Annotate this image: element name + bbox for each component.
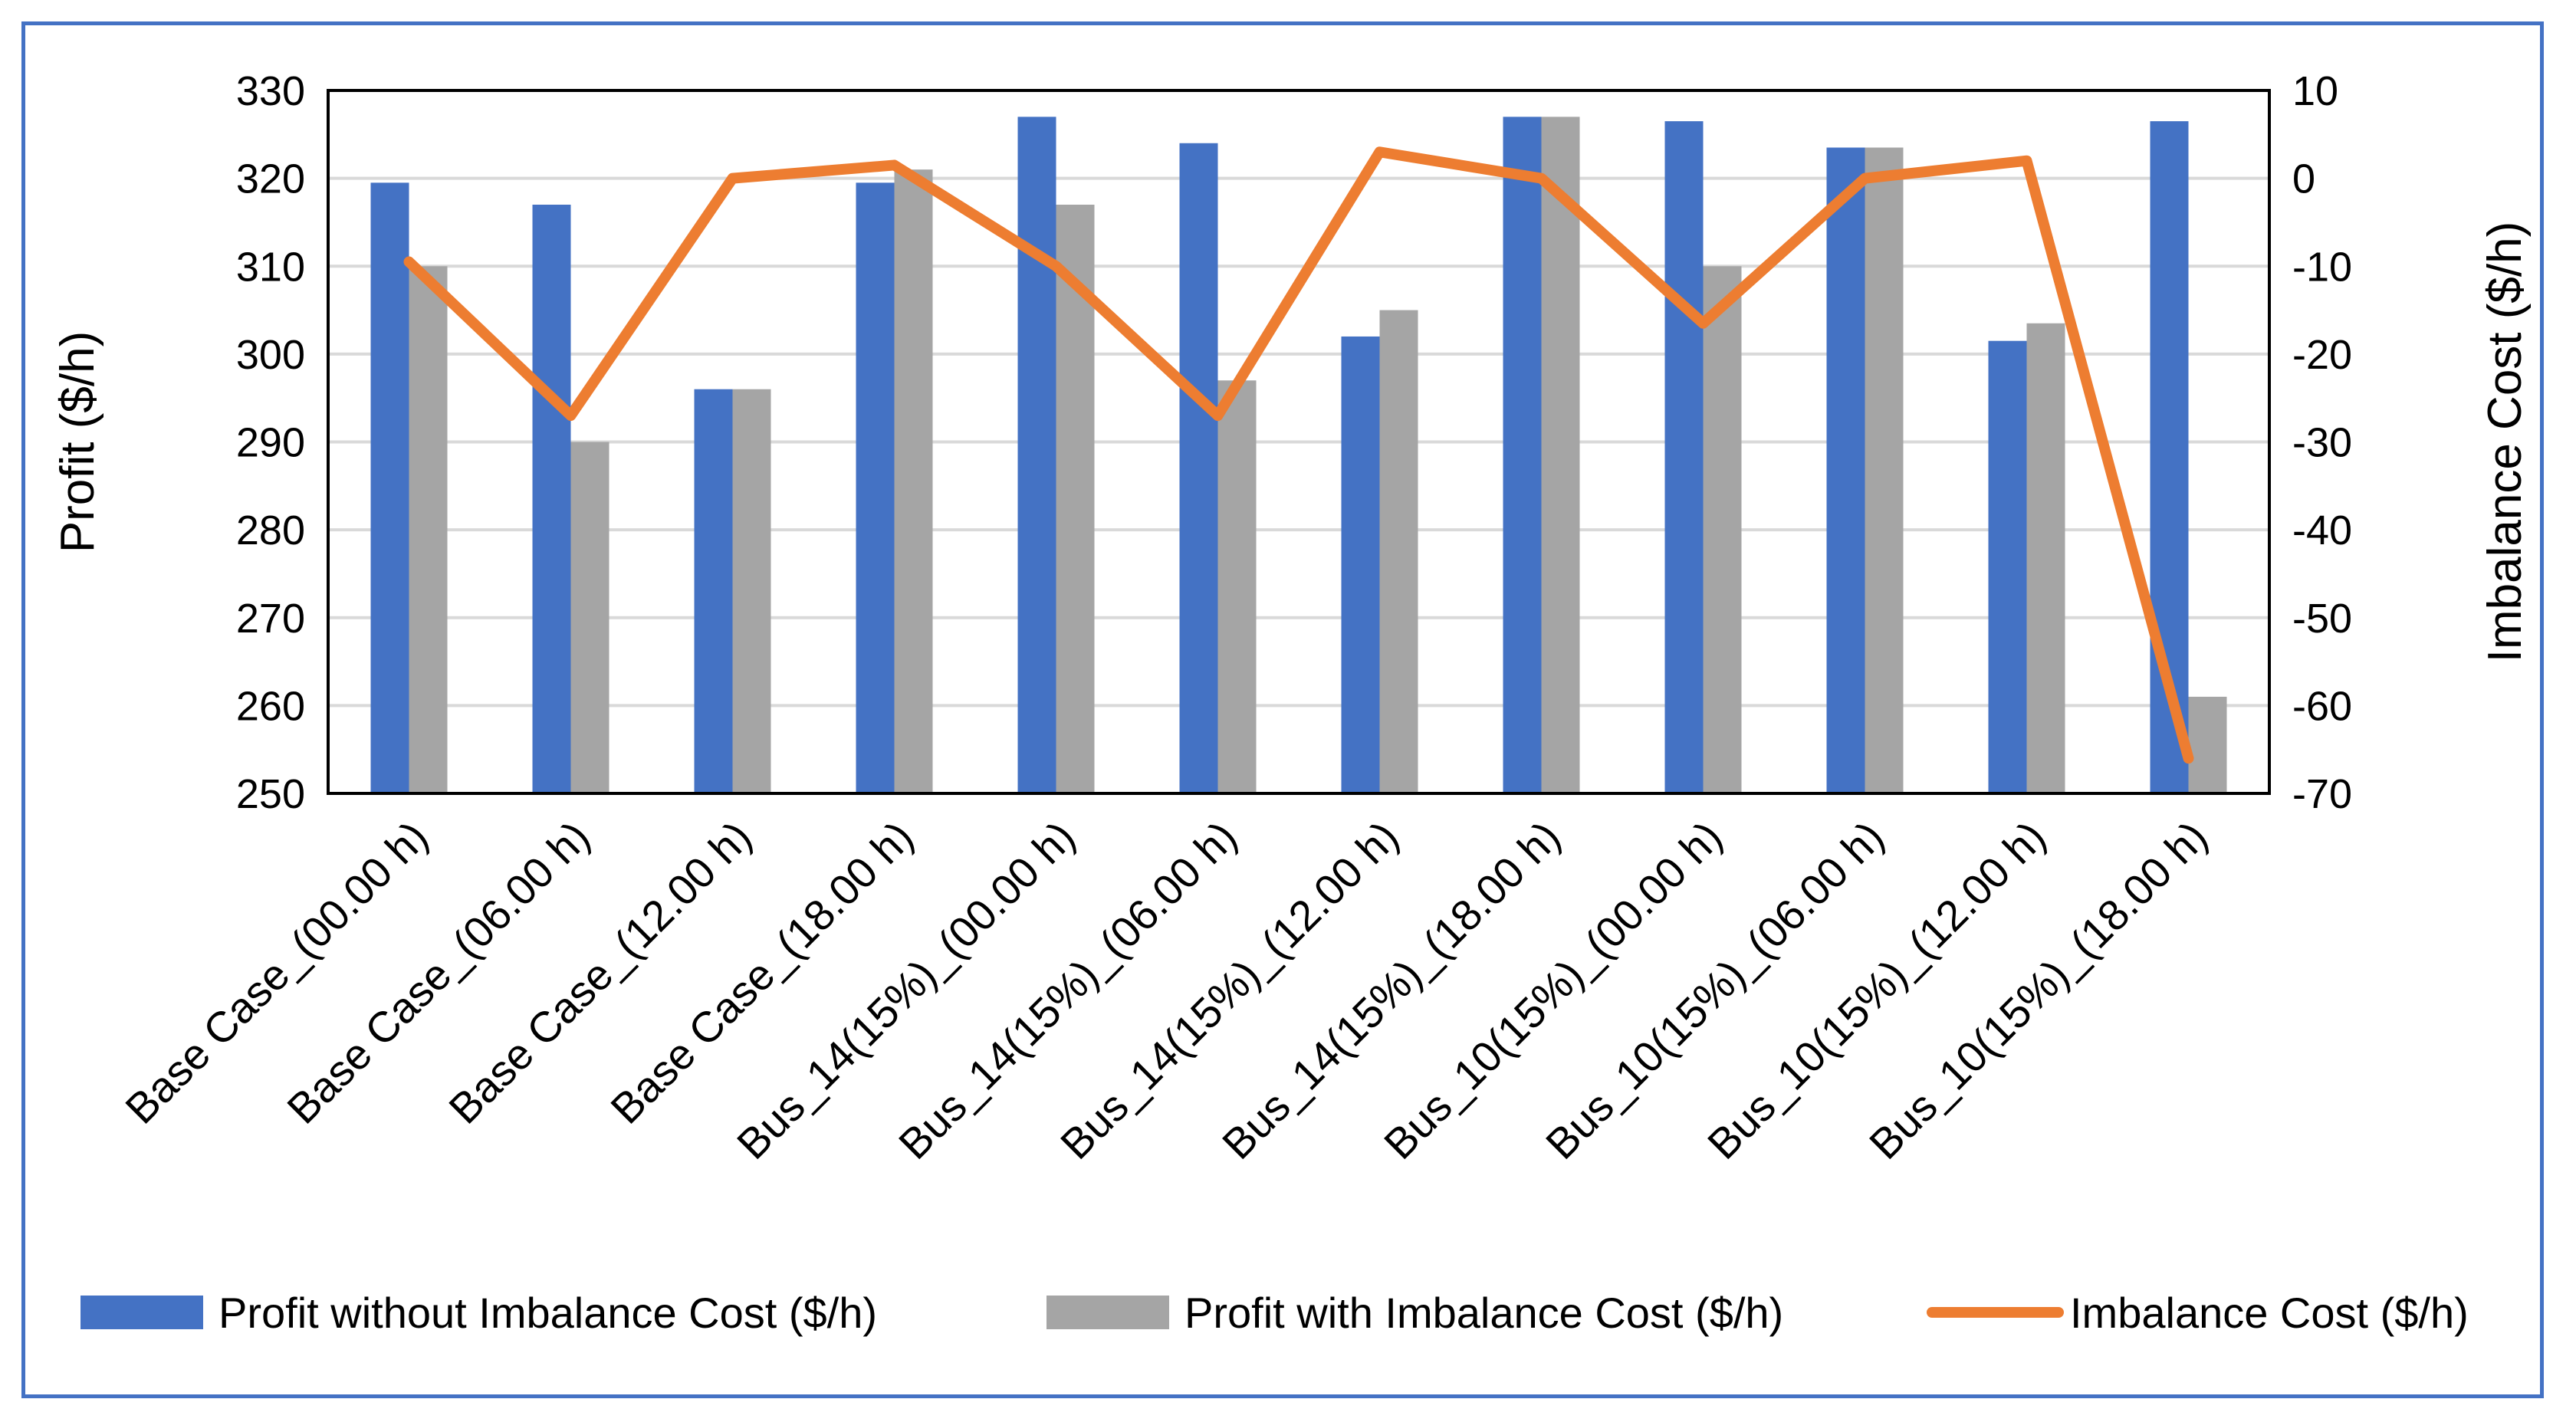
- bar-profit-with-imbalance: [2026, 323, 2065, 794]
- imbalance-cost-line: [403, 146, 2194, 764]
- category-label: Bus_14(15%)_(18.00 h): [1213, 812, 1569, 1168]
- bar-profit-without-imbalance: [856, 182, 895, 793]
- left-tick-label: 300: [236, 332, 305, 378]
- bar-profit-with-imbalance: [1379, 310, 1418, 793]
- category-label: Bus_14(15%)_(06.00 h): [889, 812, 1246, 1168]
- imbalance-cost-point: [1055, 265, 1057, 268]
- category-label: Bus_14(15%)_(12.00 h): [1051, 812, 1408, 1168]
- right-tick-label: -50: [2292, 596, 2352, 642]
- right-tick-label: 0: [2292, 156, 2315, 202]
- legend-label: Imbalance Cost ($/h): [2070, 1289, 2469, 1337]
- imbalance-cost-point: [731, 177, 734, 179]
- imbalance-cost-point: [2187, 757, 2190, 760]
- category-label: Bus_14(15%)_(00.00 h): [728, 812, 1084, 1168]
- bar-profit-without-imbalance: [1179, 143, 1218, 793]
- bar-profit-with-imbalance: [732, 389, 771, 794]
- right-axis-ticks: -70 -60 -50 -40 -30 -20 -10 0 10: [2292, 68, 2352, 817]
- left-tick-label: 320: [236, 156, 305, 202]
- legend-swatch: [80, 1296, 203, 1329]
- right-tick-label: -20: [2292, 332, 2352, 378]
- imbalance-cost-point: [1217, 415, 1219, 417]
- category-label: Bus_10(15%)_(18.00 h): [1860, 812, 2216, 1168]
- imbalance-cost-point: [893, 164, 895, 166]
- bar-profit-without-imbalance: [370, 182, 409, 793]
- left-axis-ticks: 250 260 270 280 290 300 310 320 330: [236, 68, 305, 817]
- bar-profit-without-imbalance: [532, 205, 571, 793]
- imbalance-cost-point: [408, 261, 410, 263]
- bar-profit-with-imbalance: [1703, 266, 1742, 793]
- right-tick-label: -70: [2292, 771, 2352, 817]
- bar-profit-with-imbalance: [894, 169, 933, 794]
- right-tick-label: -40: [2292, 507, 2352, 553]
- legend-label: Profit with Imbalance Cost ($/h): [1184, 1289, 1783, 1337]
- right-axis-title: Imbalance Cost ($/h): [2479, 222, 2532, 662]
- imbalance-cost-point: [570, 415, 572, 417]
- left-tick-label: 260: [236, 683, 305, 729]
- left-tick-label: 310: [236, 244, 305, 290]
- bar-profit-without-imbalance: [1664, 121, 1704, 793]
- right-tick-label: 10: [2292, 68, 2338, 114]
- left-tick-label: 270: [236, 596, 305, 642]
- bar-profit-with-imbalance: [1541, 117, 1580, 793]
- line-series: [403, 146, 2194, 764]
- left-axis-title: Profit ($/h): [51, 331, 104, 553]
- category-label: Base Case_(12.00 h): [439, 812, 761, 1133]
- imbalance-cost-point: [1540, 177, 1543, 179]
- bar-profit-without-imbalance: [1017, 117, 1056, 793]
- bar-profit-with-imbalance: [2188, 696, 2227, 793]
- bar-profit-with-imbalance: [1865, 147, 1904, 794]
- bar-profit-with-imbalance: [1217, 380, 1257, 793]
- gridlines: [328, 176, 2269, 708]
- imbalance-cost-point: [1864, 177, 1866, 179]
- left-tick-label: 250: [236, 771, 305, 817]
- right-tick-label: -30: [2292, 420, 2352, 466]
- bar-profit-without-imbalance: [1988, 340, 2027, 793]
- bar-series: [370, 117, 2227, 794]
- imbalance-cost-point: [1702, 322, 1704, 324]
- category-label: Base Case_(00.00 h): [116, 812, 437, 1133]
- legend-swatch: [1046, 1296, 1169, 1329]
- category-label: Bus_10(15%)_(00.00 h): [1375, 812, 1731, 1168]
- legend-label: Profit without Imbalance Cost ($/h): [219, 1289, 877, 1337]
- category-labels: Base Case_(00.00 h)Base Case_(06.00 h)Ba…: [116, 812, 2216, 1168]
- imbalance-cost-point: [2026, 159, 2028, 162]
- bar-profit-without-imbalance: [1341, 336, 1380, 793]
- bar-profit-without-imbalance: [694, 389, 733, 794]
- bar-profit-with-imbalance: [409, 266, 448, 793]
- right-tick-label: -60: [2292, 683, 2352, 729]
- category-label: Base Case_(18.00 h): [601, 812, 922, 1133]
- legend: Profit without Imbalance Cost ($/h) Profi…: [80, 1289, 2469, 1337]
- left-tick-label: 290: [236, 420, 305, 466]
- category-label: Base Case_(06.00 h): [278, 812, 599, 1133]
- bar-profit-without-imbalance: [1826, 147, 1865, 794]
- left-tick-label: 280: [236, 507, 305, 553]
- imbalance-cost-point: [1378, 151, 1381, 153]
- right-tick-label: -10: [2292, 244, 2352, 290]
- category-label: Bus_10(15%)_(06.00 h): [1536, 812, 1893, 1168]
- left-tick-label: 330: [236, 68, 305, 114]
- bar-profit-without-imbalance: [1503, 117, 1542, 793]
- bar-profit-with-imbalance: [570, 442, 610, 793]
- category-label: Bus_10(15%)_(12.00 h): [1698, 812, 2055, 1168]
- plot-area-border: [327, 89, 2271, 795]
